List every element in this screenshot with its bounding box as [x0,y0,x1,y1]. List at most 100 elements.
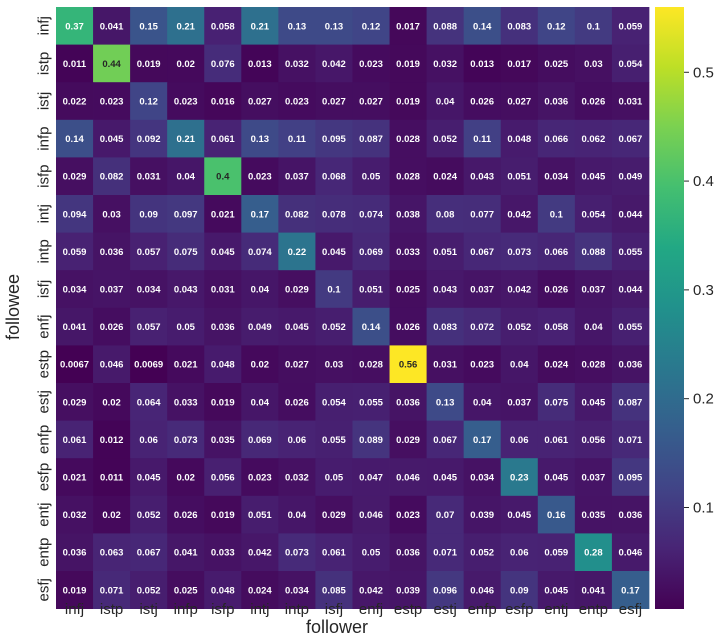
heatmap-cell-entp-entp [574,533,613,572]
heatmap-cell-intj-intp [278,195,316,233]
cell-value-label: 0.037 [581,285,605,296]
cell-value-label: 0.087 [359,134,383,145]
heatmap-cell-esfp-infp [167,458,205,497]
heatmap-cell-intp-entj [537,232,576,271]
heatmap-cell-isfp-isfj [315,157,353,196]
cell-value-label: 0.023 [248,473,272,484]
heatmap-cell-enfp-intp [278,420,316,459]
colorbar [655,7,684,609]
cell-value-label: 0.063 [100,548,124,559]
cell-value-label: 0.04 [473,397,492,408]
heatmap-cell-enfj-estp [389,307,427,346]
heatmap-cell-esfp-esfp [500,458,539,497]
cell-value-label: 0.088 [433,21,457,32]
cell-value-label: 0.036 [544,97,568,108]
cell-value-label: 0.074 [359,209,383,220]
cell-value-label: 0.02 [251,360,270,371]
heatmap-cell-esfj-esfj [611,571,650,609]
heatmap-cell-esfj-entj [537,571,576,609]
heatmap-cell-infj-isfp [204,7,242,45]
heatmap-cell-infp-istp [93,119,131,158]
cell-value-label: 0.026 [470,97,494,108]
heatmap-cell-isfj-entp [574,270,613,309]
heatmap-cell-isfj-entj [537,270,576,309]
cell-value-label: 0.37 [65,21,84,32]
heatmap-cell-istp-istj [130,44,168,83]
heatmap-cell-enfj-intj [241,307,279,346]
heatmap-cell-esfj-estp [389,571,427,609]
heatmap-cell-intp-infj [56,232,94,271]
heatmap-cell-istp-infj [56,44,94,83]
cell-value-label: 0.05 [362,172,381,183]
cell-value-label: 0.058 [544,322,568,333]
heatmap-cell-isfp-estp [389,157,427,196]
x-tick-label: intp [285,601,309,618]
cell-value-label: 0.075 [174,247,198,258]
heatmap-cell-enfj-infp [167,307,205,346]
cell-value-label: 0.029 [322,510,346,521]
cell-value-label: 0.15 [139,21,158,32]
cell-value-label: 0.23 [510,473,529,484]
cell-value-label: 0.022 [63,97,87,108]
heatmap-cell-isfj-infj [56,270,94,309]
cell-value-label: 0.17 [251,209,270,220]
cell-value-label: 0.059 [544,548,568,559]
heatmap-cell-intp-esfj [611,232,650,271]
heatmap-cell-isfj-enfp [463,270,502,309]
cell-value-label: 0.05 [176,322,195,333]
cell-value-label: 0.027 [322,97,346,108]
cell-value-label: 0.036 [619,360,643,371]
cell-value-label: 0.0069 [134,360,163,371]
heatmap-cell-estp-estp [389,345,427,384]
heatmap-cell-esfj-entp [574,571,613,609]
cell-value-label: 0.019 [211,510,235,521]
cell-value-label: 0.055 [359,397,383,408]
heatmap-cell-intj-estj [426,195,465,233]
heatmap-cell-enfj-esfj [611,307,650,346]
heatmap-cell-estp-infj [56,345,94,384]
heatmap-cell-isfp-istp [93,157,131,196]
heatmap-cell-enfj-estj [426,307,465,346]
cell-value-label: 0.052 [322,322,346,333]
cell-value-label: 0.092 [137,134,161,145]
cell-value-label: 0.067 [470,247,494,258]
cell-value-label: 0.21 [176,21,195,32]
cell-value-label: 0.025 [174,585,198,596]
heatmap-cell-entj-enfp [463,495,502,534]
heatmap-cell-enfp-esfp [500,420,539,459]
heatmap-cell-esfp-enfj [352,458,390,497]
cell-value-label: 0.073 [174,435,198,446]
cell-value-label: 0.12 [547,21,566,32]
x-tick-label: isfp [211,601,234,618]
cell-value-label: 0.066 [544,134,568,145]
heatmap-cell-intj-infj [56,195,94,233]
cell-value-label: 0.062 [581,134,605,145]
heatmap-cell-istp-estj [426,44,465,83]
heatmap-cell-istp-esfj [611,44,650,83]
y-tick-label: estj [36,390,53,413]
heatmap-cell-istj-entp [574,82,613,121]
cell-value-label: 0.089 [359,435,383,446]
heatmap-cell-entj-istj [130,495,168,534]
heatmap-cell-intp-isfp [204,232,242,271]
cell-value-label: 0.17 [473,435,492,446]
cell-value-label: 0.034 [137,285,161,296]
cell-value-label: 0.045 [544,585,568,596]
heatmap-cell-intj-enfp [463,195,502,233]
heatmap-cell-enfj-entj [537,307,576,346]
heatmap-cell-istp-entj [537,44,576,83]
cell-value-label: 0.04 [176,172,195,183]
heatmap-cell-estp-enfp [463,345,502,384]
y-tick-labels: infj istp istj infp isfp intj intp isfj enfj estp… [36,16,53,601]
cell-value-label: 0.021 [63,473,87,484]
heatmap-cell-entp-esfp [500,533,539,572]
cell-value-label: 0.066 [544,247,568,258]
cell-value-label: 0.071 [100,585,124,596]
cell-value-label: 0.096 [433,585,457,596]
heatmap-cell-istj-esfj [611,82,650,121]
x-tick-label: infp [174,601,198,618]
cell-value-label: 0.026 [544,285,568,296]
cell-value-label: 0.049 [248,322,272,333]
cell-value-label: 0.028 [396,134,420,145]
cell-value-label: 0.016 [211,97,235,108]
